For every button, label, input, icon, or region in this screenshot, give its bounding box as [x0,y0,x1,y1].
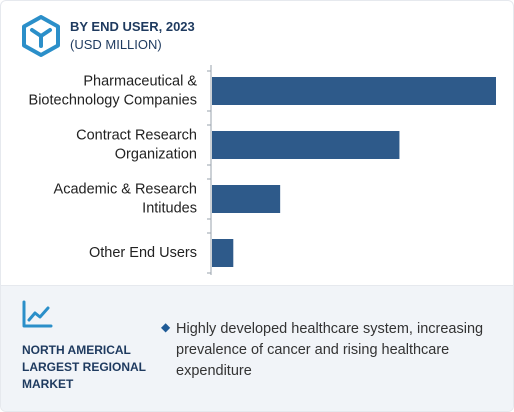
footer-panel: NORTH AMERICAL LARGEST REGIONAL MARKET ◆… [1,285,513,411]
region-label: NORTH AMERICAL LARGEST REGIONAL MARKET [22,342,146,393]
diamond-bullet-icon: ◆ [161,320,171,334]
chart-title: BY END USER, 2023 [70,19,195,34]
region-line: LARGEST REGIONAL [22,360,147,374]
insight-text: Highly developed healthcare system, incr… [176,321,484,379]
chart-subtitle: (USD MILLION) [70,37,162,52]
category-label: Intitudes [142,201,197,217]
bar-chart: Pharmaceutical & Biotechnology Companies C… [29,65,496,275]
category-label: Biotechnology Companies [29,93,197,109]
bar [212,185,281,213]
region-line: NORTH AMERICAL [22,343,131,357]
cube-logo-icon [22,15,60,57]
category-label: Other End Users [89,245,197,261]
category-label: Academic & Research [54,182,197,198]
bar [212,77,496,105]
trend-line-icon [22,300,53,328]
category-label: Contract Research [76,128,197,144]
category-label: Organization [115,147,197,163]
region-line: MARKET [22,377,74,391]
bar [212,239,234,267]
category-label: Pharmaceutical & [83,74,197,90]
bar [212,131,400,159]
